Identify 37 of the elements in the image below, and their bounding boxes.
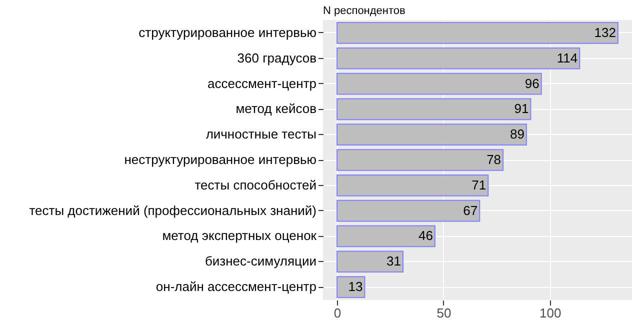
data-label: 71 xyxy=(472,177,486,192)
data-label: 31 xyxy=(386,254,402,269)
y-tick-label: тесты достижений (профессиональных знаний) xyxy=(29,202,316,218)
data-label: 67 xyxy=(463,202,478,218)
bar xyxy=(336,47,580,70)
x-tick-label: 100 xyxy=(540,306,562,320)
bar xyxy=(336,250,404,273)
data-label: 89 xyxy=(510,126,524,142)
data-label: 91 xyxy=(514,101,529,116)
y-tick-label: тесты способностей xyxy=(194,177,316,192)
chart-title: N респондентов xyxy=(323,5,406,17)
bar xyxy=(336,174,489,196)
data-label: 114 xyxy=(556,50,578,66)
y-tick-label: ассессмент-центр xyxy=(208,76,316,91)
y-tick-label: метод экспертных оценок xyxy=(162,228,317,244)
bar xyxy=(336,200,480,222)
y-tick-label: структурированное интервью xyxy=(138,24,317,40)
bar xyxy=(336,124,527,146)
y-tick-label: личностные тесты xyxy=(206,126,316,142)
bar xyxy=(336,225,436,248)
bar xyxy=(336,22,618,44)
x-tick-label: 0 xyxy=(334,306,342,320)
y-tick-label: неструктурированное интервью xyxy=(124,152,317,167)
y-tick-label: бизнес-симуляции xyxy=(204,254,316,269)
data-label: 13 xyxy=(348,279,363,294)
data-label: 46 xyxy=(418,228,433,244)
y-tick-label: он-лайн ассессмент-центр xyxy=(156,279,316,294)
y-tick-label: 360 градусов xyxy=(237,50,317,66)
bar xyxy=(336,276,366,298)
data-label: 78 xyxy=(486,152,502,167)
y-tick-label: метод кейсов xyxy=(236,101,317,116)
data-label: 132 xyxy=(594,24,616,40)
data-label: 96 xyxy=(524,76,540,91)
bar xyxy=(336,98,532,120)
bar xyxy=(336,72,542,95)
bar xyxy=(336,149,504,171)
x-tick-label: 50 xyxy=(436,306,452,320)
